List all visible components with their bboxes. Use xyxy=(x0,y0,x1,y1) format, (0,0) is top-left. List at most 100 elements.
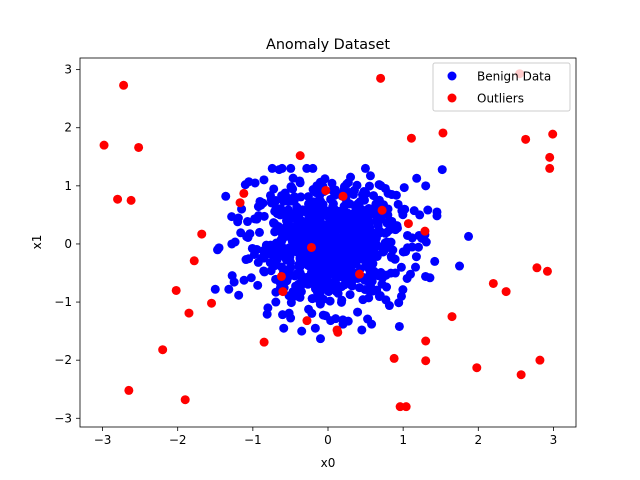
outlier-point xyxy=(532,263,542,273)
outlier-point xyxy=(420,226,430,236)
benign-point xyxy=(329,249,339,259)
benign-point xyxy=(399,204,409,214)
outlier-point xyxy=(189,256,199,266)
benign-point xyxy=(239,275,249,285)
outlier-point xyxy=(276,271,286,281)
y-tick-label: −3 xyxy=(54,411,72,425)
benign-point xyxy=(234,290,244,300)
benign-point xyxy=(273,221,283,231)
outlier-point xyxy=(278,287,288,297)
benign-point xyxy=(394,321,404,331)
outlier-point xyxy=(338,191,348,201)
legend-marker-benign xyxy=(447,71,457,81)
benign-point xyxy=(308,220,318,230)
benign-point xyxy=(390,254,400,264)
benign-point xyxy=(437,165,447,175)
outlier-point xyxy=(438,128,448,138)
benign-point xyxy=(286,182,296,192)
x-tick-label: −2 xyxy=(169,433,187,447)
points-layer xyxy=(99,69,558,412)
benign-point xyxy=(296,240,306,250)
benign-point xyxy=(370,210,380,220)
benign-point xyxy=(227,239,237,249)
benign-point xyxy=(295,271,305,281)
y-tick-label: −2 xyxy=(54,353,72,367)
outlier-point xyxy=(545,163,555,173)
benign-point xyxy=(302,163,312,173)
x-tick-label: 0 xyxy=(324,433,332,447)
benign-point xyxy=(297,326,307,336)
benign-point xyxy=(365,238,375,248)
outlier-point xyxy=(126,195,136,205)
benign-point xyxy=(374,271,384,281)
benign-point xyxy=(402,273,412,283)
benign-point xyxy=(240,180,250,190)
benign-point xyxy=(360,163,370,173)
benign-point xyxy=(396,262,406,272)
benign-point xyxy=(392,221,402,231)
benign-point xyxy=(386,268,396,278)
outlier-point xyxy=(259,337,269,347)
benign-point xyxy=(353,307,363,317)
benign-point xyxy=(302,255,312,265)
benign-point xyxy=(311,212,321,222)
benign-point xyxy=(348,215,358,225)
legend-box xyxy=(432,62,571,112)
benign-point xyxy=(256,200,266,210)
outlier-point xyxy=(119,80,129,90)
benign-point xyxy=(339,201,349,211)
benign-point xyxy=(289,234,299,244)
outlier-point xyxy=(302,316,312,326)
benign-point xyxy=(246,273,256,283)
benign-point xyxy=(307,294,317,304)
benign-point xyxy=(335,233,345,243)
benign-point xyxy=(348,189,358,199)
benign-point xyxy=(325,296,335,306)
benign-point xyxy=(265,258,275,268)
benign-point xyxy=(371,233,381,243)
benign-point xyxy=(267,250,277,260)
benign-point xyxy=(318,254,328,264)
outlier-point xyxy=(184,308,194,318)
x-tick-label: −3 xyxy=(94,433,112,447)
benign-point xyxy=(266,266,276,276)
benign-point xyxy=(286,226,296,236)
benign-point xyxy=(286,163,296,173)
outlier-point xyxy=(545,152,555,162)
benign-point xyxy=(370,248,380,258)
benign-point xyxy=(357,325,367,335)
benign-point xyxy=(275,210,285,220)
benign-point xyxy=(358,295,368,305)
outlier-point xyxy=(134,142,144,152)
benign-point xyxy=(259,175,269,185)
outlier-point xyxy=(548,129,558,139)
benign-point xyxy=(430,256,440,266)
benign-point xyxy=(345,290,355,300)
outlier-point xyxy=(521,134,531,144)
benign-point xyxy=(373,221,383,231)
benign-point xyxy=(365,171,375,181)
benign-point xyxy=(325,239,335,249)
benign-point xyxy=(317,247,327,257)
outlier-point xyxy=(447,312,457,322)
benign-point xyxy=(328,199,338,209)
benign-point xyxy=(332,211,342,221)
benign-point xyxy=(278,230,288,240)
x-tick-label: 1 xyxy=(399,433,407,447)
benign-point xyxy=(403,243,413,253)
benign-point xyxy=(343,239,353,249)
outlier-point xyxy=(113,194,123,204)
y-tick-label: 3 xyxy=(64,63,72,77)
benign-point xyxy=(227,271,237,281)
benign-point xyxy=(292,208,302,218)
benign-point xyxy=(464,231,474,241)
benign-point xyxy=(318,310,328,320)
benign-point xyxy=(221,191,231,201)
benign-point xyxy=(338,319,348,329)
benign-point xyxy=(315,334,325,344)
x-tick-label: 2 xyxy=(474,433,482,447)
benign-point xyxy=(411,252,421,262)
outlier-point xyxy=(321,185,331,195)
benign-point xyxy=(352,237,362,247)
